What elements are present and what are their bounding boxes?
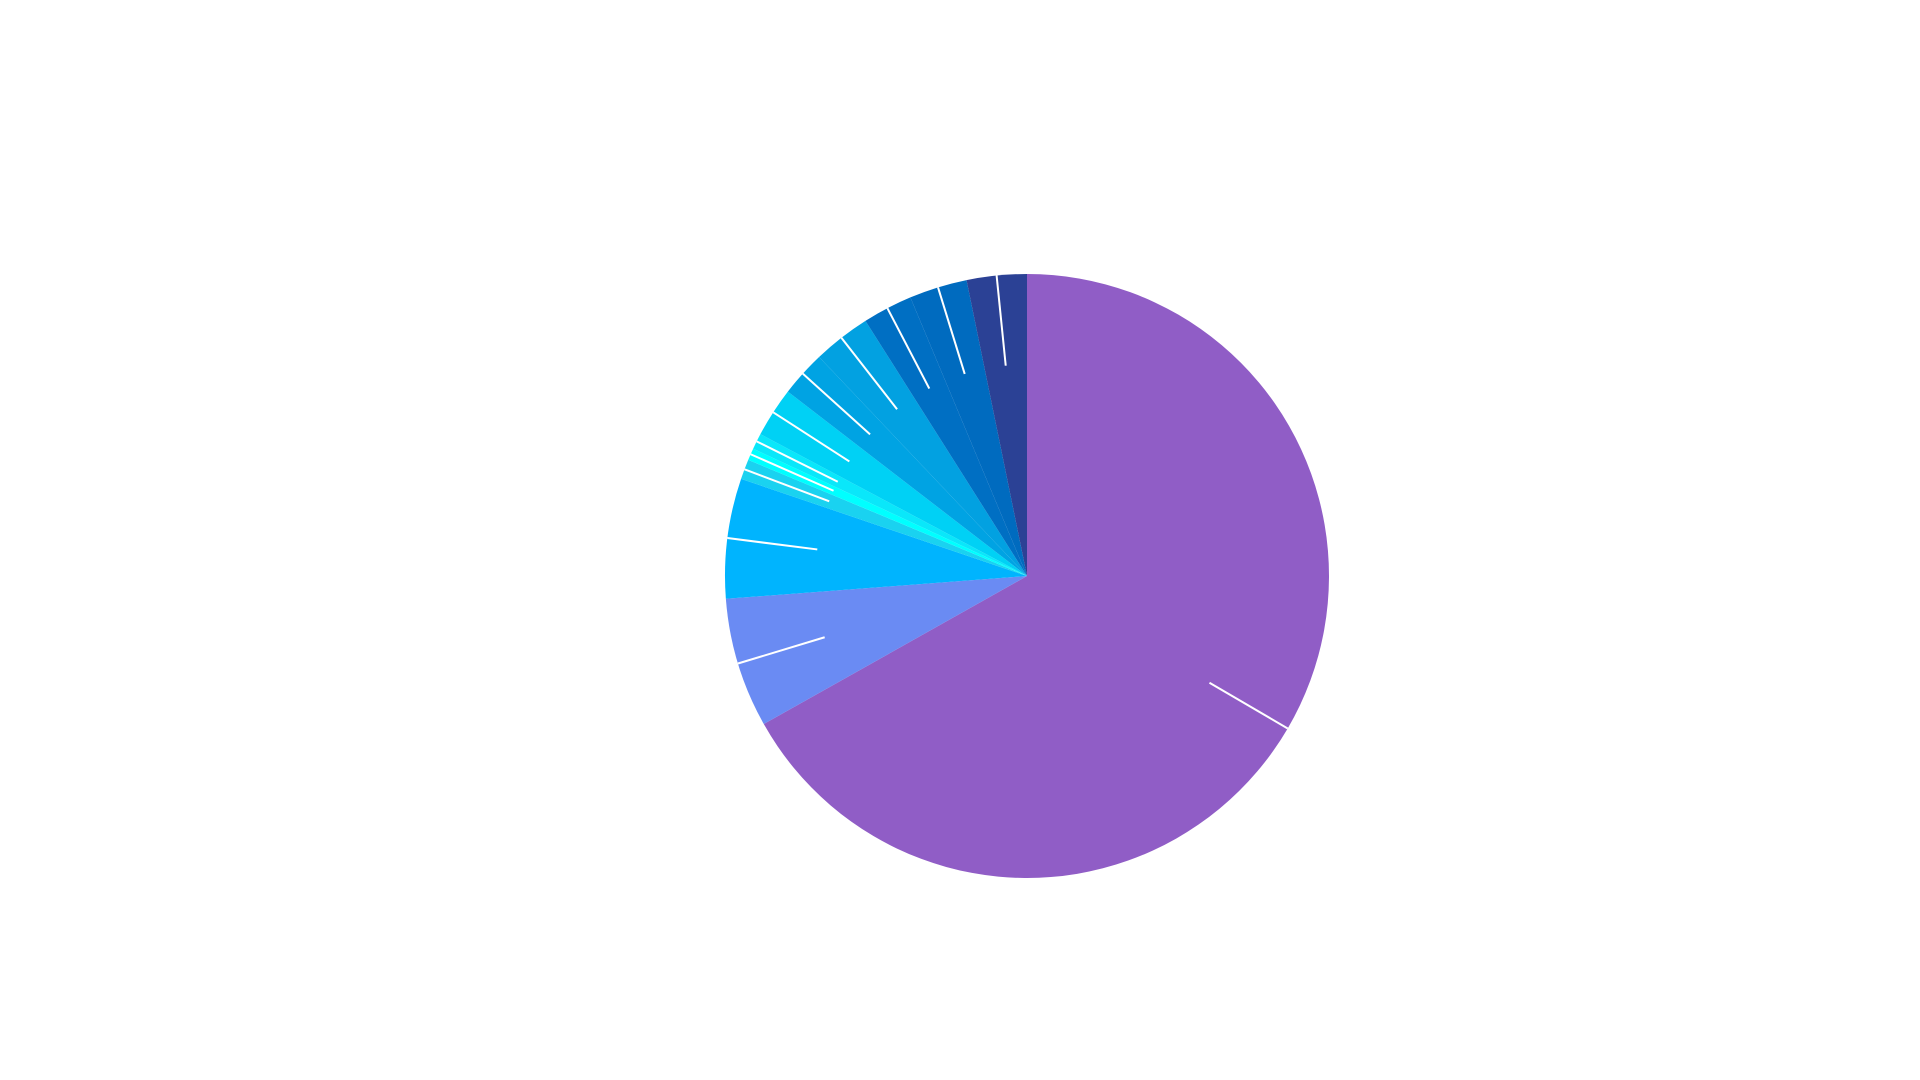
pie-slice-4[interactable] bbox=[741, 459, 1027, 576]
pie-slice-6[interactable] bbox=[753, 434, 1027, 576]
leader-line-3 bbox=[727, 537, 818, 551]
pie-slice-12[interactable] bbox=[966, 274, 1027, 576]
pie-slice-2[interactable] bbox=[725, 576, 1027, 725]
pie-slice-3[interactable] bbox=[724, 478, 1027, 599]
leader-lines bbox=[727, 275, 1289, 730]
leader-line-2 bbox=[737, 636, 825, 665]
leader-line-6 bbox=[756, 440, 839, 483]
leader-line-7 bbox=[772, 411, 850, 463]
pie-slice-8[interactable] bbox=[787, 356, 1027, 576]
pie-slice-5[interactable] bbox=[748, 448, 1027, 576]
leader-line-10 bbox=[886, 307, 931, 390]
pie-slice-7[interactable] bbox=[760, 391, 1027, 576]
leader-line-11 bbox=[937, 287, 966, 375]
leader-line-1 bbox=[1208, 681, 1289, 730]
pie-slices bbox=[724, 274, 1330, 878]
pie-slice-9[interactable] bbox=[819, 320, 1027, 576]
pie-slice-11[interactable] bbox=[910, 280, 1027, 576]
leader-line-12 bbox=[995, 275, 1007, 366]
leader-line-8 bbox=[802, 372, 871, 436]
pie-slice-10[interactable] bbox=[865, 297, 1027, 576]
leader-line-5 bbox=[750, 453, 834, 492]
pie-slice-1[interactable] bbox=[763, 274, 1330, 878]
leader-line-4 bbox=[744, 468, 830, 503]
leader-line-9 bbox=[840, 337, 898, 410]
